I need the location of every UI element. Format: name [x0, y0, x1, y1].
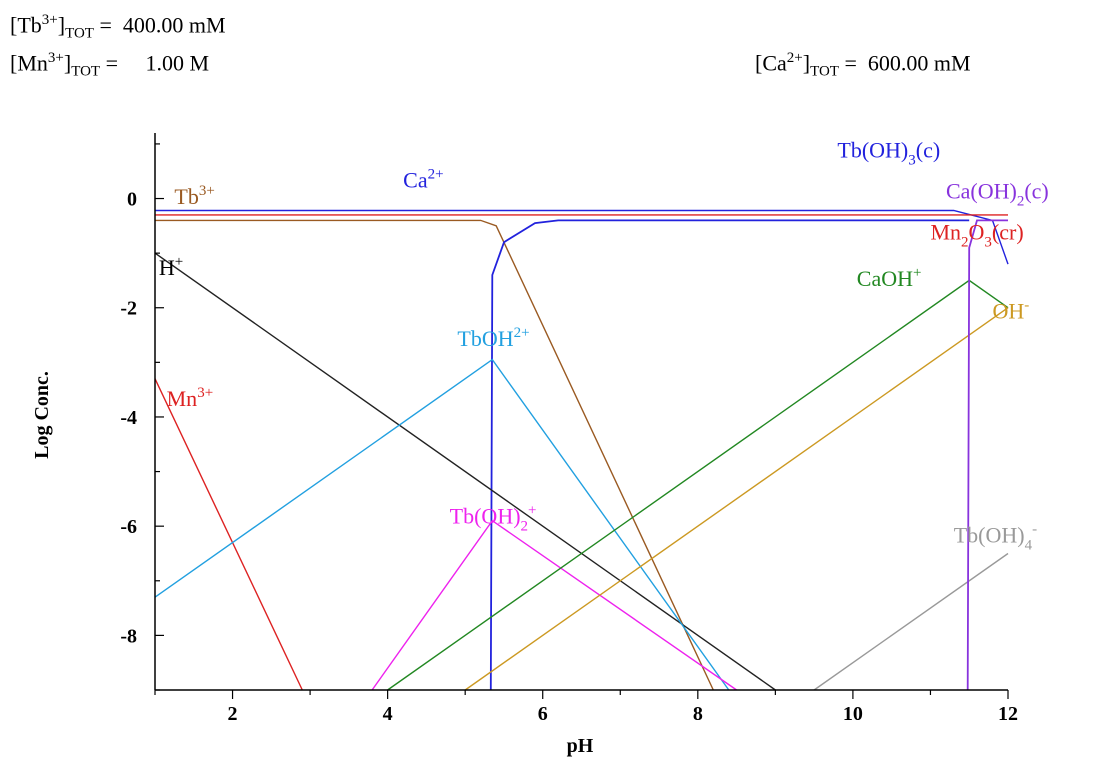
- series-line-0: [155, 219, 714, 691]
- series-line-4: [154, 252, 776, 691]
- species-label: TbOH2+: [457, 325, 529, 351]
- x-tick-label: 2: [228, 703, 238, 725]
- series-line-3: [489, 219, 970, 691]
- x-tick-label: 4: [383, 703, 393, 725]
- y-tick-label: -4: [120, 407, 137, 429]
- species-label: Ca(OH)2(c): [946, 179, 1049, 210]
- axes: 2 4 6 8 10 12 0 -2 -4 -6 -8: [120, 133, 1018, 725]
- ca-total-value: 600.00 mM: [867, 50, 971, 76]
- series-line-10: [813, 552, 1009, 691]
- ca-total-label: [Ca2+]TOT = 600.00 mM: [755, 50, 971, 80]
- series-line-11: [966, 219, 1008, 691]
- x-tick-label: 6: [538, 703, 548, 725]
- species-label: CaOH+: [857, 265, 922, 291]
- y-tick-label: -6: [120, 516, 137, 538]
- y-tick-label: 0: [127, 189, 137, 211]
- species-label: Mn3+: [167, 385, 214, 411]
- x-tick-label: 12: [998, 703, 1018, 725]
- y-axis-label: Log Conc.: [31, 371, 53, 459]
- species-label: OH-: [992, 298, 1029, 324]
- series-lines: [154, 209, 1009, 691]
- series-line-5: [154, 378, 303, 691]
- species-label: H+: [159, 254, 183, 280]
- y-tick-label: -8: [120, 625, 137, 647]
- y-tick-label: -2: [120, 298, 137, 320]
- x-tick-label: 10: [843, 703, 863, 725]
- species-label: Tb(OH)4-: [954, 522, 1037, 554]
- species-label: Tb(OH)2+: [450, 502, 537, 534]
- mn-total-value: 1.00 M: [145, 50, 210, 76]
- species-label: Tb(OH)3(c): [837, 138, 940, 169]
- tb-total-label: [Tb3+]TOT = 400.00 mM: [10, 12, 226, 42]
- x-axis-label: pH: [567, 735, 594, 757]
- species-labels: Tb3+ Ca2+H+Mn3+TbOH2+Tb(OH)2+Tb(OH)3(c)Ca…: [159, 138, 1049, 554]
- series-line-7: [371, 519, 737, 691]
- species-label: Tb3+: [174, 183, 214, 209]
- mn-total-label: [Mn3+]TOT = 1.00 M: [10, 50, 210, 80]
- x-tick-label: 8: [693, 703, 703, 725]
- species-label: Ca2+: [403, 167, 443, 193]
- series-line-6: [154, 358, 730, 691]
- series-line-1: [155, 209, 1009, 265]
- species-label: Mn2O3(cr): [930, 219, 1023, 250]
- series-line-9: [464, 307, 1009, 691]
- tb-total-value: 400.00 mM: [122, 12, 226, 38]
